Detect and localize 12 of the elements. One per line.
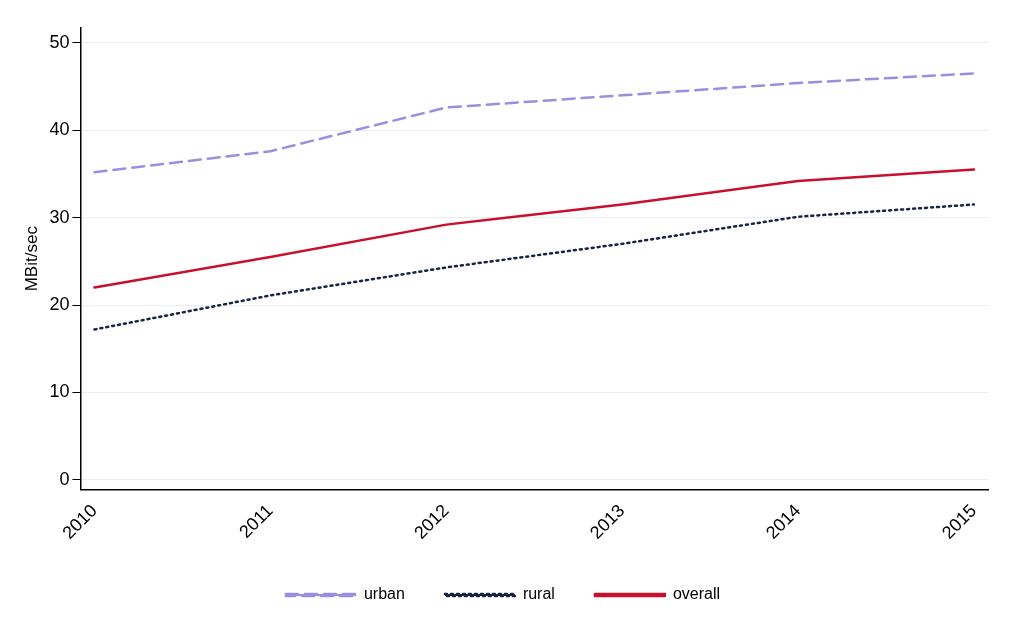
legend-label: rural xyxy=(522,585,555,603)
y-tick-label: 20 xyxy=(49,293,70,314)
y-tick-label: 30 xyxy=(49,206,70,227)
y-tick-label: 50 xyxy=(49,31,70,52)
y-tick-label: 10 xyxy=(49,381,70,402)
y-tick-label: 40 xyxy=(49,119,70,140)
y-tick-label: 0 xyxy=(59,468,70,489)
y-axis-title: MBit/sec xyxy=(21,225,41,292)
line-series xyxy=(93,203,976,331)
legend-label: urban xyxy=(363,585,405,603)
line-series xyxy=(93,72,976,174)
legend-label: overall xyxy=(672,585,721,603)
